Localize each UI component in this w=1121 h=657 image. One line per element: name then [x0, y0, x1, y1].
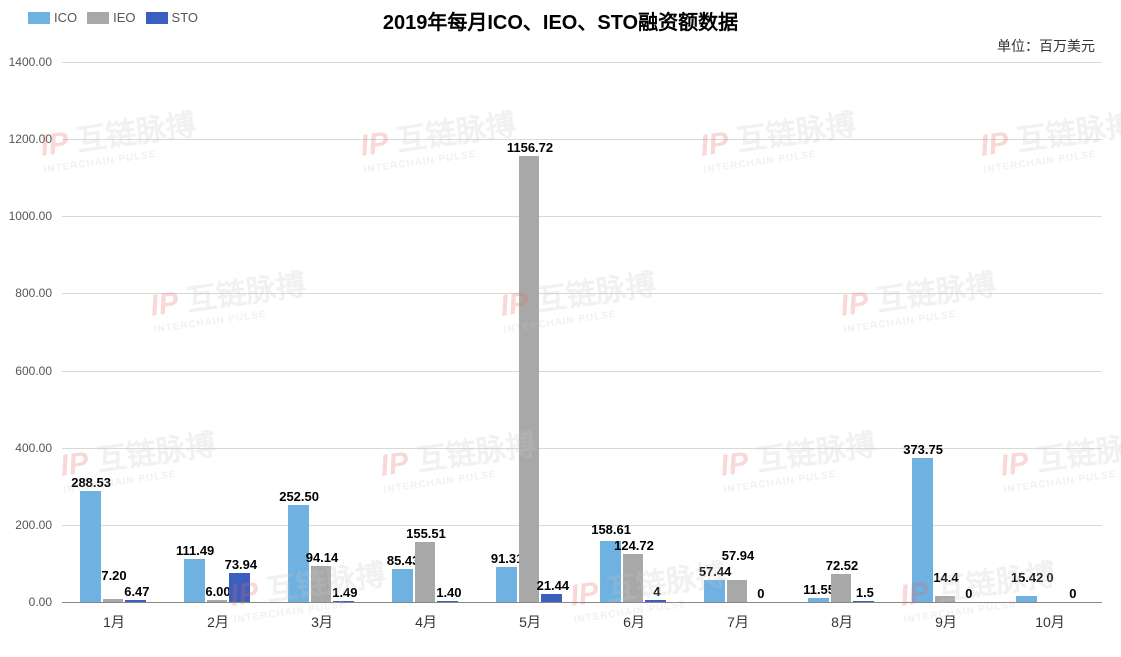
bar-label: 0 — [757, 586, 764, 601]
bar-sto — [645, 600, 666, 602]
bar-label: 1.5 — [856, 585, 874, 600]
bar-sto — [853, 601, 874, 602]
bar-ico — [1016, 596, 1037, 602]
bar-ieo — [103, 599, 124, 602]
bar-label: 57.94 — [722, 548, 755, 563]
bar-ico — [392, 569, 413, 602]
grid-line — [62, 216, 1102, 217]
legend: ICO IEO STO — [28, 10, 198, 25]
grid-line — [62, 525, 1102, 526]
bar-ieo — [207, 600, 228, 602]
y-tick-label: 400.00 — [0, 441, 52, 455]
grid-line — [62, 371, 1102, 372]
legend-item-sto: STO — [146, 10, 199, 25]
bar-sto — [437, 601, 458, 602]
plot-area: 0.00200.00400.00600.00800.001000.001200.… — [62, 62, 1102, 602]
bar-ieo — [311, 566, 332, 602]
x-tick-label: 7月 — [727, 612, 749, 632]
y-tick-label: 200.00 — [0, 518, 52, 532]
bar-sto — [333, 601, 354, 602]
bar-label: 1156.72 — [507, 140, 553, 155]
bar-sto — [125, 600, 146, 602]
y-tick-label: 1000.00 — [0, 209, 52, 223]
grid-line — [62, 62, 1102, 63]
bar-ico — [704, 580, 725, 602]
x-tick-label: 4月 — [415, 612, 437, 632]
bar-ieo — [415, 542, 436, 602]
y-tick-label: 800.00 — [0, 286, 52, 300]
bar-label: 6.00 — [205, 584, 230, 599]
bar-label: 373.75 — [903, 442, 943, 457]
bar-sto — [229, 573, 250, 602]
bar-label: 0 — [1069, 586, 1076, 601]
grid-line — [62, 293, 1102, 294]
bar-label: 288.53 — [71, 475, 111, 490]
bar-label: 1.49 — [332, 585, 357, 600]
bar-ico — [496, 567, 517, 602]
legend-swatch-sto — [146, 12, 168, 24]
legend-swatch-ieo — [87, 12, 109, 24]
x-tick-label: 1月 — [103, 612, 125, 632]
bar-label: 14.4 — [933, 570, 958, 585]
bar-label: 124.72 — [614, 538, 654, 553]
bar-label: 1.40 — [436, 585, 461, 600]
bar-label: 0 — [1046, 570, 1053, 585]
legend-label-sto: STO — [172, 10, 199, 25]
bar-label: 94.14 — [306, 550, 339, 565]
bar-label: 57.44 — [699, 564, 732, 579]
bar-sto — [541, 594, 562, 602]
y-tick-label: 0.00 — [0, 595, 52, 609]
legend-item-ico: ICO — [28, 10, 77, 25]
bar-ieo — [831, 574, 852, 602]
bar-ico — [184, 559, 205, 602]
bar-ieo — [935, 596, 956, 602]
x-tick-label: 5月 — [519, 612, 541, 632]
grid-line — [62, 448, 1102, 449]
unit-label: 单位：百万美元 — [997, 36, 1095, 56]
y-tick-label: 1200.00 — [0, 132, 52, 146]
x-tick-label: 8月 — [831, 612, 853, 632]
legend-label-ico: ICO — [54, 10, 77, 25]
x-tick-label: 10月 — [1035, 612, 1065, 632]
y-tick-label: 1400.00 — [0, 55, 52, 69]
bar-label: 6.47 — [124, 584, 149, 599]
grid-line — [62, 139, 1102, 140]
bar-ico — [912, 458, 933, 602]
legend-label-ieo: IEO — [113, 10, 135, 25]
x-tick-label: 3月 — [311, 612, 333, 632]
bar-label: 73.94 — [225, 557, 258, 572]
bar-ieo — [519, 156, 540, 602]
bar-label: 7.20 — [101, 568, 126, 583]
bar-label: 4 — [653, 584, 660, 599]
bar-label: 155.51 — [406, 526, 446, 541]
y-tick-label: 600.00 — [0, 364, 52, 378]
x-axis — [62, 602, 1102, 603]
bar-label: 0 — [965, 586, 972, 601]
bar-label: 252.50 — [279, 489, 319, 504]
x-tick-label: 2月 — [207, 612, 229, 632]
bar-ieo — [727, 580, 748, 602]
legend-item-ieo: IEO — [87, 10, 135, 25]
bar-label: 21.44 — [537, 578, 570, 593]
bar-ico — [80, 491, 101, 602]
bar-ico — [808, 598, 829, 602]
bar-label: 72.52 — [826, 558, 859, 573]
bar-label: 111.49 — [176, 543, 214, 558]
bar-label: 15.42 — [1011, 570, 1044, 585]
legend-swatch-ico — [28, 12, 50, 24]
x-tick-label: 9月 — [935, 612, 957, 632]
bar-ieo — [623, 554, 644, 602]
x-tick-label: 6月 — [623, 612, 645, 632]
bar-label: 158.61 — [591, 522, 631, 537]
